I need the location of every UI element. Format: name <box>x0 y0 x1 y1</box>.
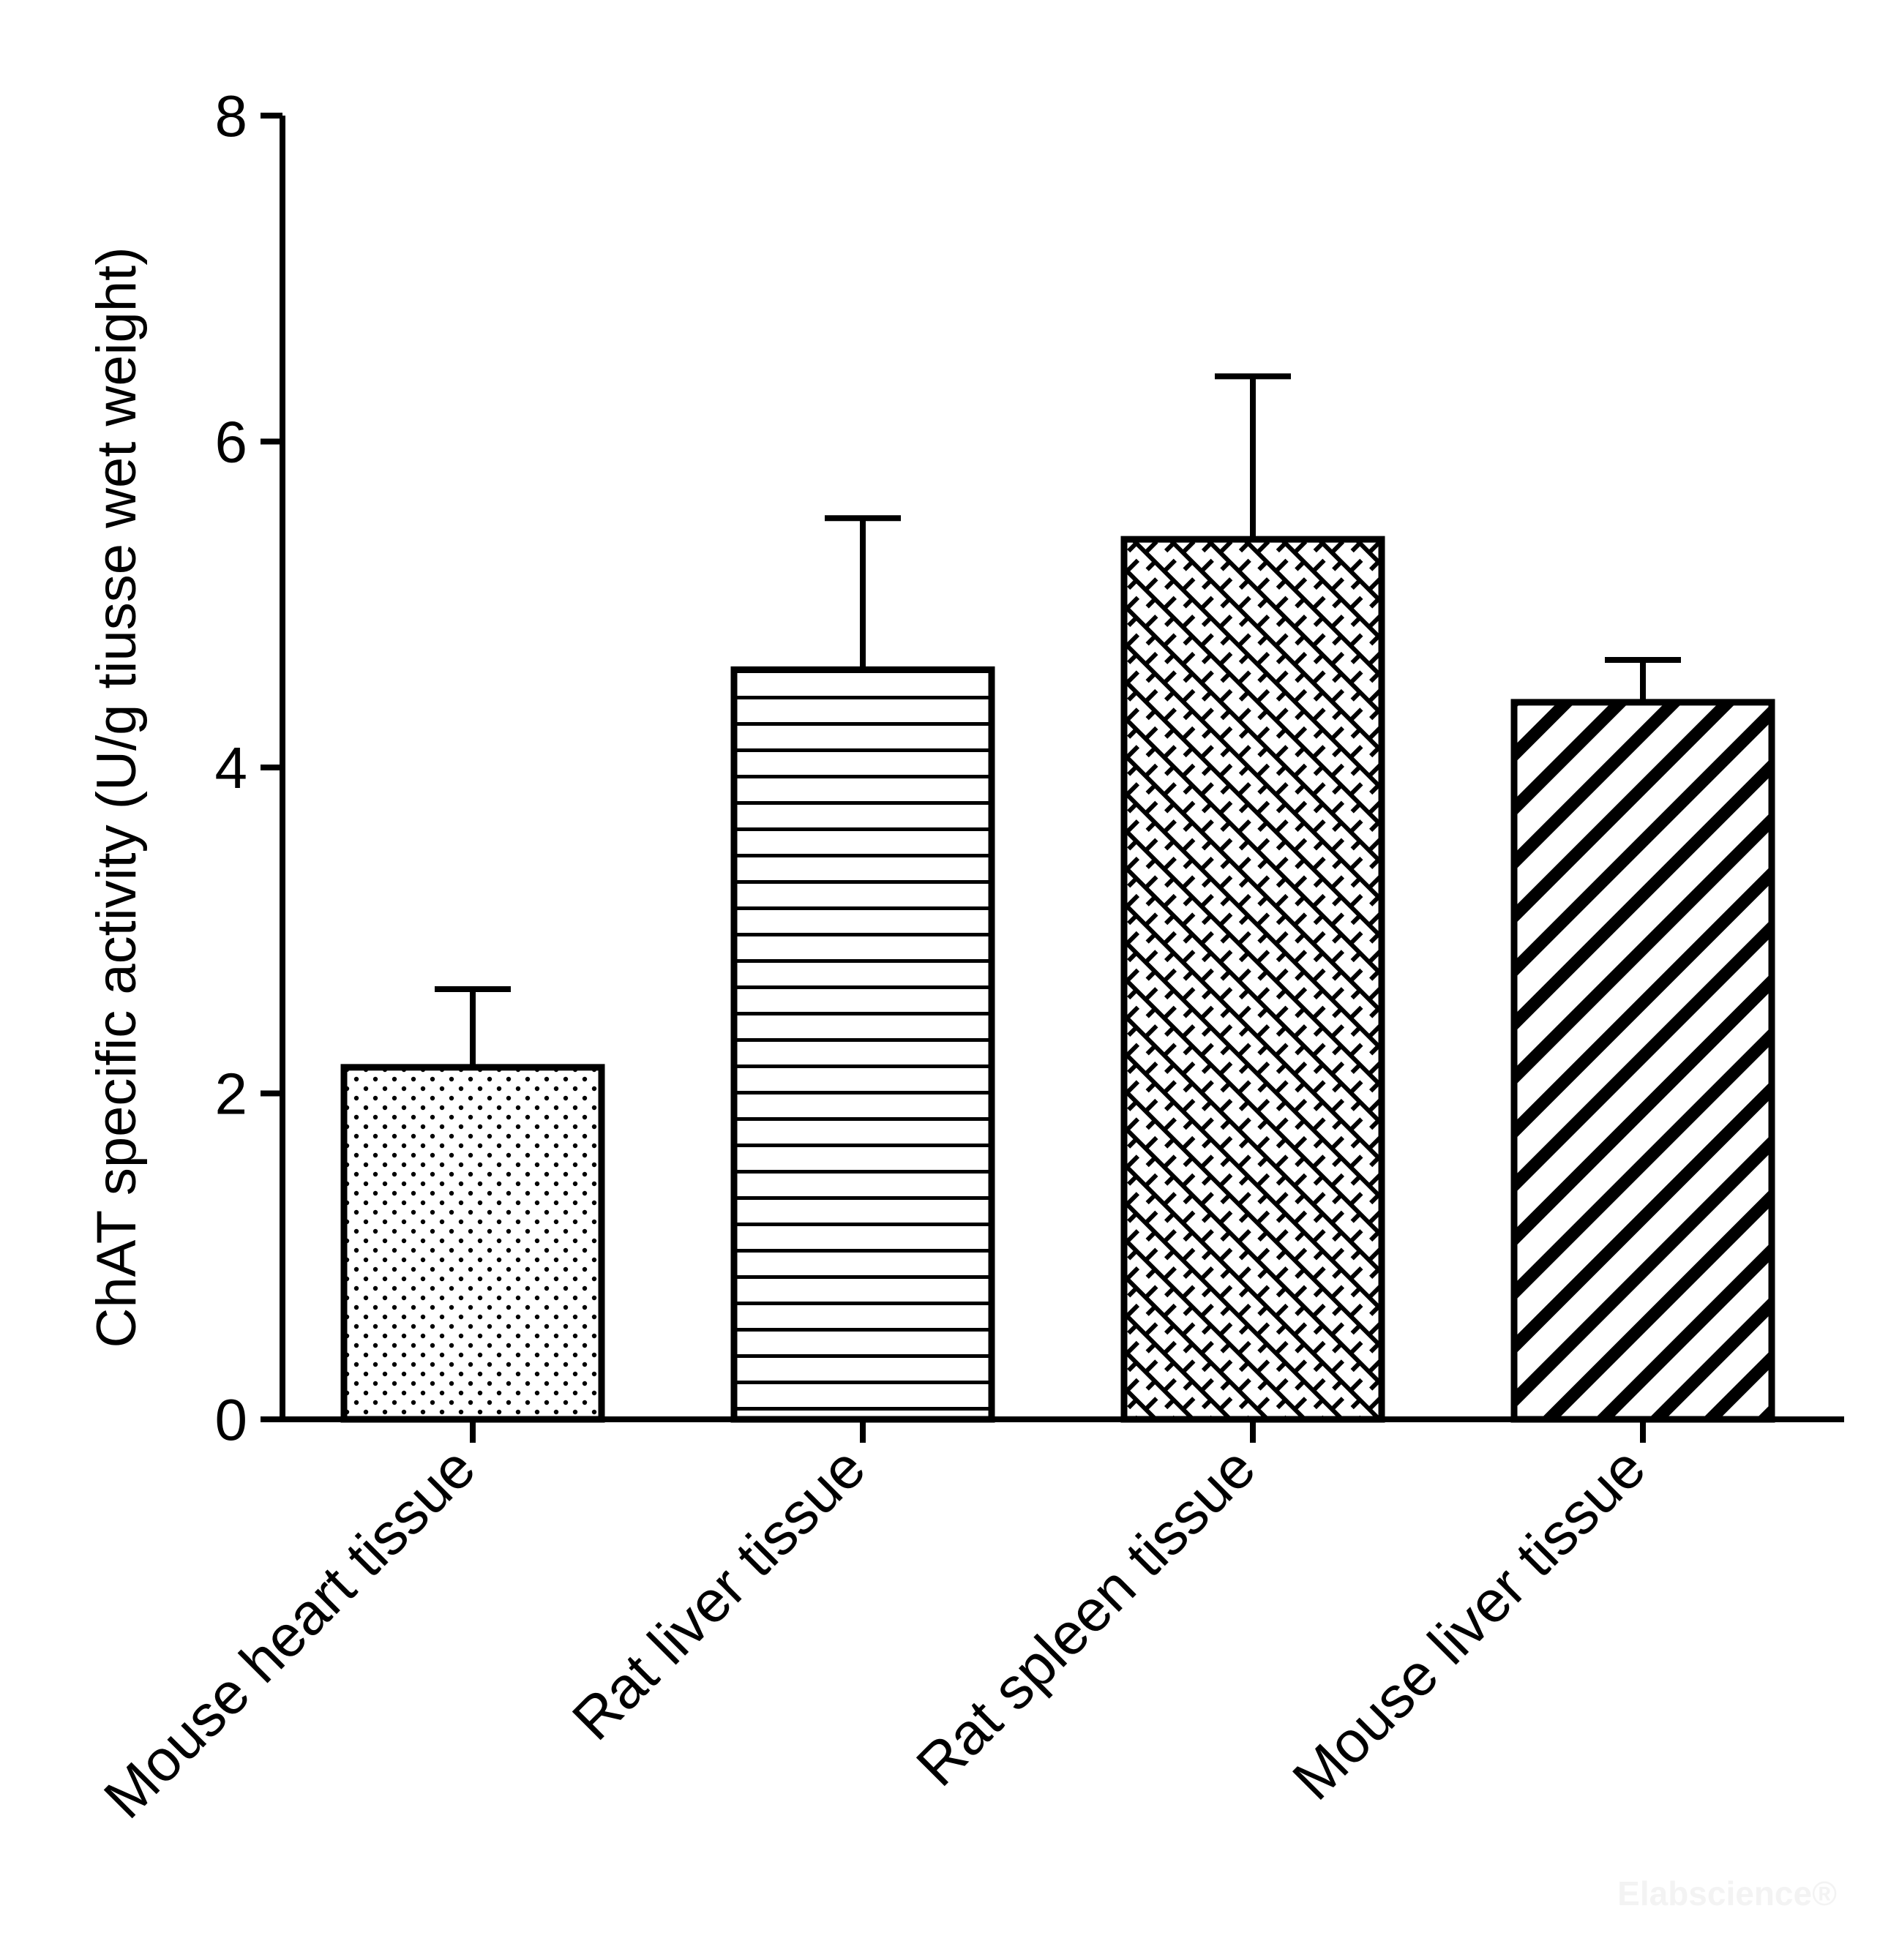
y-tick-label: 0 <box>215 1387 248 1452</box>
category-label: Mouse heart tissue <box>91 1435 487 1831</box>
y-axis-title: ChAT specific activity (U/g tiusse wet w… <box>86 247 148 1348</box>
bar <box>730 666 995 1423</box>
bars <box>340 536 1775 1423</box>
bar <box>340 1064 605 1423</box>
y-tick-label: 6 <box>215 410 248 475</box>
category-label: Rat spleen tissue <box>904 1435 1267 1798</box>
bar <box>1120 536 1385 1423</box>
category-label: Rat liver tissue <box>560 1435 877 1752</box>
category-label: Mouse liver tissue <box>1280 1435 1658 1812</box>
y-tick-label: 8 <box>215 83 248 149</box>
error-bars <box>435 373 1681 1067</box>
y-axis-ticks: 0 2 4 6 8 <box>215 83 282 1452</box>
category-labels: Mouse heart tissue Rat liver tissue Rat sp… <box>91 1419 1658 1831</box>
y-tick-label: 2 <box>215 1062 248 1127</box>
bar <box>1510 699 1775 1423</box>
watermark: Elabscience® <box>1617 1874 1837 1912</box>
y-tick-label: 4 <box>215 735 248 800</box>
